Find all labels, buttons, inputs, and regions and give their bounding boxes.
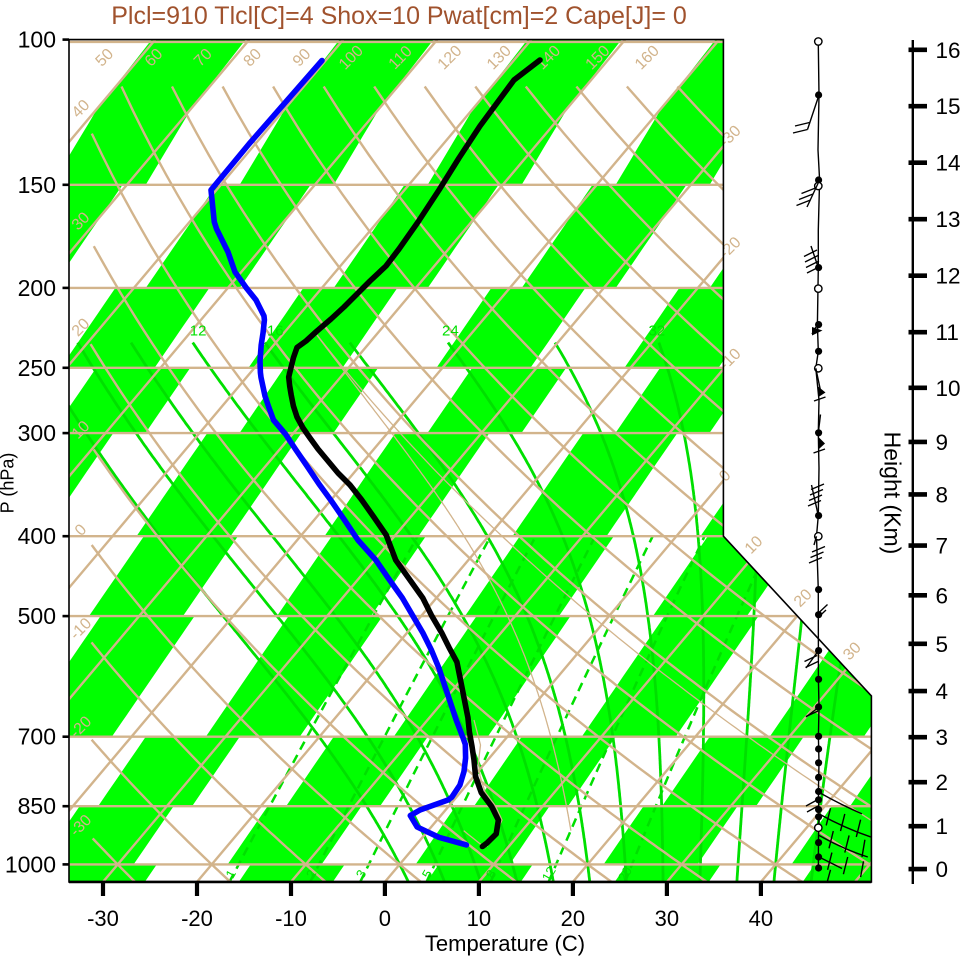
svg-text:13: 13	[936, 207, 961, 232]
svg-text:40: 40	[749, 906, 773, 931]
svg-text:Temperature (C): Temperature (C)	[425, 931, 585, 956]
svg-text:30: 30	[655, 906, 679, 931]
svg-text:100: 100	[18, 27, 56, 53]
svg-text:7: 7	[936, 534, 949, 559]
svg-text:850: 850	[18, 793, 56, 819]
svg-text:24: 24	[442, 322, 459, 339]
svg-text:15: 15	[936, 94, 961, 119]
svg-text:11: 11	[936, 320, 959, 345]
svg-text:400: 400	[18, 523, 56, 549]
svg-text:P (hPa): P (hPa)	[0, 453, 18, 514]
svg-text:9: 9	[936, 430, 949, 455]
svg-text:150: 150	[18, 172, 56, 198]
svg-text:16: 16	[936, 38, 961, 63]
svg-text:12: 12	[936, 264, 961, 289]
svg-text:250: 250	[18, 355, 56, 381]
svg-text:700: 700	[18, 724, 56, 750]
svg-text:14: 14	[936, 151, 961, 176]
svg-text:5: 5	[936, 632, 949, 657]
svg-text:8: 8	[936, 482, 949, 507]
svg-text:32: 32	[648, 322, 665, 339]
svg-text:200: 200	[18, 275, 56, 301]
svg-text:1: 1	[936, 814, 949, 839]
svg-text:-10: -10	[275, 906, 307, 931]
svg-text:500: 500	[18, 603, 56, 629]
svg-text:Height (Km): Height (Km)	[880, 432, 906, 555]
svg-text:-30: -30	[87, 906, 119, 931]
svg-text:6: 6	[936, 583, 949, 608]
svg-text:0: 0	[936, 857, 949, 882]
svg-text:16: 16	[267, 322, 284, 339]
svg-text:-20: -20	[181, 906, 213, 931]
svg-text:2: 2	[936, 770, 949, 795]
svg-text:10: 10	[936, 376, 961, 401]
svg-text:Plcl=910 Tlcl[C]=4 Shox=10 Pwa: Plcl=910 Tlcl[C]=4 Shox=10 Pwat[cm]=2 Ca…	[111, 2, 687, 30]
svg-text:3: 3	[936, 725, 949, 750]
svg-text:4: 4	[936, 679, 949, 704]
svg-text:1000: 1000	[5, 851, 56, 877]
svg-text:20: 20	[561, 906, 585, 931]
svg-text:300: 300	[18, 420, 56, 446]
svg-text:10: 10	[467, 906, 491, 931]
svg-text:0: 0	[379, 906, 391, 931]
svg-text:12: 12	[190, 322, 207, 339]
